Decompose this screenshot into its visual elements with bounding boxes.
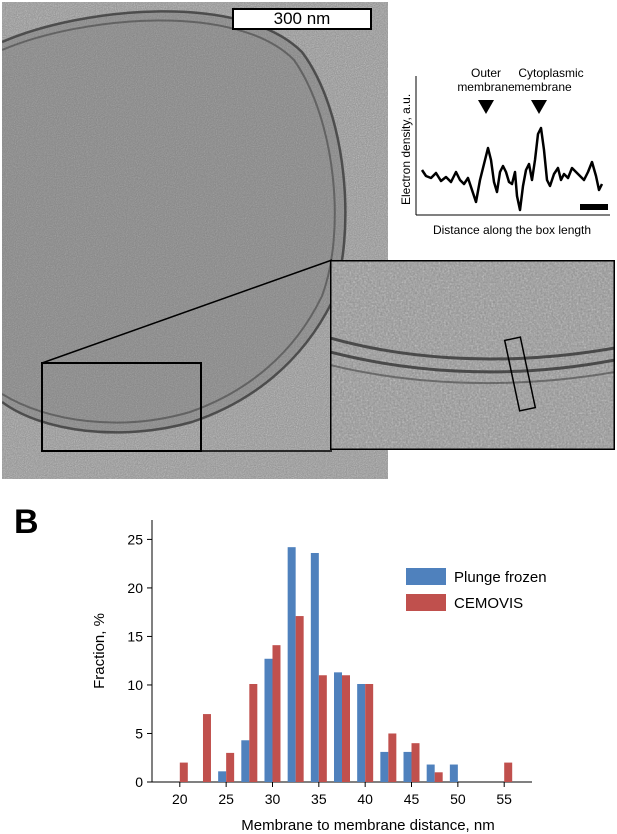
bar-plunge-frozen bbox=[218, 771, 227, 782]
bar-cemovis bbox=[342, 675, 350, 782]
bar-plunge-frozen bbox=[380, 751, 389, 782]
bar-plunge-frozen bbox=[426, 764, 435, 782]
y-tick-label: 20 bbox=[127, 580, 143, 596]
x-axis-label: Membrane to membrane distance, nm bbox=[241, 817, 494, 834]
y-axis: 0 5 10 15 20 25 bbox=[127, 520, 153, 790]
bar-plunge-frozen bbox=[241, 740, 250, 782]
bar-cemovis bbox=[365, 683, 374, 782]
density-trace bbox=[420, 126, 604, 212]
profile-scale-bar bbox=[580, 204, 608, 210]
outer-membrane-marker bbox=[478, 100, 494, 114]
x-tick-label: 20 bbox=[172, 791, 188, 807]
profile-xlabel: Distance along the box length bbox=[433, 223, 591, 237]
bar-cemovis bbox=[179, 762, 188, 782]
bar-cemovis bbox=[226, 752, 235, 782]
legend-label: Plunge frozen bbox=[454, 569, 547, 586]
bar-cemovis bbox=[295, 616, 304, 782]
zoom-inset bbox=[330, 260, 615, 450]
y-tick-label: 5 bbox=[135, 725, 143, 741]
bar-plunge-frozen bbox=[403, 751, 412, 782]
bar-plunge-frozen bbox=[449, 764, 458, 782]
bar-cemovis bbox=[272, 645, 281, 782]
marker-cyto-line2: membrane bbox=[514, 80, 572, 94]
x-tick-label: 30 bbox=[265, 791, 281, 807]
y-tick-label: 0 bbox=[135, 774, 143, 790]
scale-bar-label: 300 nm bbox=[232, 8, 372, 30]
bar-cemovis bbox=[434, 772, 443, 782]
density-profile-plot: Electron density, a.u. Outer membrane Cy… bbox=[399, 66, 610, 237]
panel-letter-b: B bbox=[14, 503, 39, 541]
bar-plunge-frozen bbox=[357, 683, 366, 782]
bar-cemovis bbox=[318, 675, 327, 782]
marker-cyto-line1: Cytoplasmic bbox=[518, 66, 583, 80]
x-tick-label: 50 bbox=[450, 791, 466, 807]
x-tick-label: 40 bbox=[357, 791, 373, 807]
bar-plunge-frozen bbox=[334, 672, 342, 782]
y-tick-label: 10 bbox=[127, 677, 143, 693]
profile-ylabel: Electron density, a.u. bbox=[399, 94, 413, 205]
bar-plunge-frozen bbox=[310, 552, 319, 782]
bar-cemovis bbox=[202, 714, 211, 782]
y-tick-label: 25 bbox=[127, 531, 143, 547]
inner-membrane-line bbox=[2, 19, 336, 424]
bar-cemovis bbox=[388, 733, 397, 782]
selection-box bbox=[41, 362, 202, 452]
bar-cemovis bbox=[411, 743, 420, 782]
marker-outer-line1: Outer bbox=[471, 66, 501, 80]
profile-box bbox=[503, 336, 537, 412]
cytoplasmic-membrane-marker bbox=[531, 100, 547, 114]
x-tick-label: 25 bbox=[218, 791, 234, 807]
marker-outer-line2: membrane bbox=[457, 80, 515, 94]
legend-swatch bbox=[406, 594, 446, 611]
x-tick-label: 45 bbox=[404, 791, 420, 807]
bars bbox=[179, 547, 513, 782]
bar-plunge-frozen bbox=[287, 547, 296, 782]
histogram-chart: 0 5 10 15 20 25 20 25 30 35 40 45 50 55 Plunge froze… bbox=[91, 520, 547, 834]
y-tick-label: 15 bbox=[127, 628, 143, 644]
x-tick-label: 55 bbox=[496, 791, 512, 807]
y-axis-label: Fraction, % bbox=[91, 613, 108, 689]
bar-cemovis bbox=[249, 683, 258, 782]
x-axis: 20 25 30 35 40 45 50 55 bbox=[152, 781, 532, 807]
legend: Plunge frozen CEMOVIS bbox=[406, 568, 547, 612]
bar-plunge-frozen bbox=[264, 658, 273, 782]
bar-cemovis bbox=[504, 762, 513, 782]
x-tick-label: 35 bbox=[311, 791, 327, 807]
legend-swatch bbox=[406, 568, 446, 585]
legend-label: CEMOVIS bbox=[454, 595, 523, 612]
